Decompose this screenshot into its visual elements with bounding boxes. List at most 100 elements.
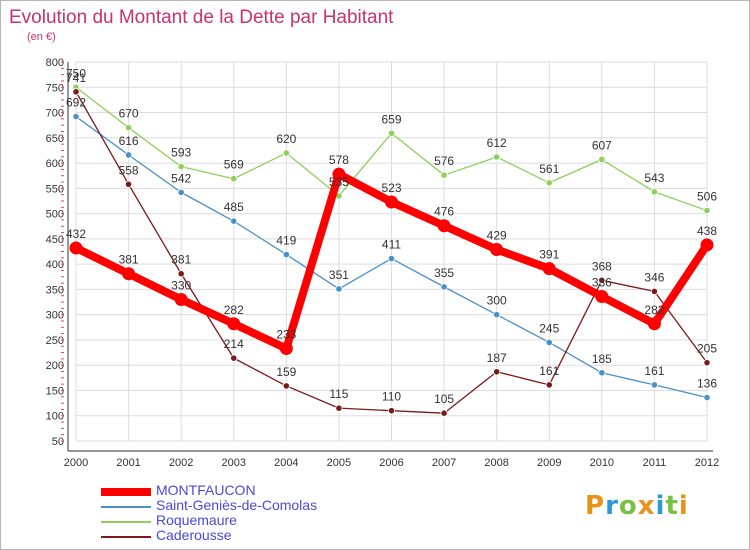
data-point [542, 262, 556, 276]
data-label: 330 [171, 279, 191, 293]
logo-letter: i [655, 491, 666, 521]
data-label: 214 [224, 337, 244, 351]
logo-letter: t [665, 491, 679, 521]
data-label: 476 [434, 205, 454, 219]
x-tick-label: 2009 [537, 457, 561, 469]
data-point [545, 179, 553, 187]
data-point [230, 354, 238, 362]
x-tick-label: 2008 [484, 457, 508, 469]
legend-label: Saint-Geniès-de-Comolas [156, 497, 318, 513]
data-point [545, 381, 553, 389]
data-label: 136 [697, 377, 717, 391]
y-tick-label: 550 [46, 183, 64, 195]
x-tick-label: 2006 [379, 457, 403, 469]
data-point [177, 188, 185, 196]
data-label: 576 [434, 154, 454, 168]
y-tick-label: 500 [46, 209, 64, 221]
data-point [332, 167, 346, 181]
data-label: 351 [329, 268, 349, 282]
data-point [282, 250, 290, 259]
data-label: 670 [119, 107, 139, 121]
data-label: 233 [276, 328, 296, 342]
data-label: 620 [276, 132, 296, 146]
data-point [647, 317, 661, 331]
y-tick-label: 250 [46, 335, 64, 347]
x-tick-label: 2004 [274, 457, 298, 469]
data-point [703, 206, 711, 215]
data-point [493, 311, 501, 319]
data-point [279, 342, 293, 356]
data-label: 561 [539, 162, 559, 176]
x-tick-label: 2005 [327, 457, 351, 469]
y-tick-label: 400 [46, 259, 64, 271]
logo-letter: i [678, 491, 689, 521]
legend-label: MONTFAUCON [156, 482, 256, 498]
data-label: 506 [697, 190, 717, 204]
data-label: 336 [592, 275, 612, 289]
y-tick-label: 650 [46, 133, 64, 145]
y-tick-label: 150 [46, 385, 64, 397]
data-point [124, 124, 133, 132]
y-tick-label: 100 [46, 411, 64, 423]
legend-swatch [101, 506, 151, 508]
data-point [387, 407, 396, 415]
data-point [177, 163, 185, 171]
data-label: 300 [487, 294, 507, 308]
data-point [72, 88, 80, 96]
logo-letter: o [618, 491, 638, 521]
data-labels: 432 381 330 282 233 578 523 476 429 391 336 282 438 6… [66, 66, 717, 406]
proxiti-logo: Proxiti [585, 491, 689, 521]
data-point [335, 285, 343, 293]
legend-swatch [101, 536, 151, 538]
data-point [387, 254, 396, 263]
data-point [598, 276, 606, 284]
legend-label: Roquemaure [156, 512, 237, 528]
y-tick-label: 800 [46, 57, 64, 69]
data-point [124, 151, 133, 159]
data-point [230, 217, 238, 225]
data-label: 368 [592, 259, 612, 273]
data-point [703, 393, 711, 402]
data-label: 381 [171, 253, 191, 267]
data-label: 161 [644, 364, 664, 378]
data-label: 750 [66, 66, 86, 80]
data-label: 612 [487, 136, 507, 150]
x-tick-label: 2000 [64, 457, 88, 469]
data-label: 616 [119, 134, 139, 148]
logo-letter: P [585, 491, 606, 521]
data-label: 411 [382, 238, 401, 252]
chart-unit: (en €) [27, 31, 56, 43]
logo-letter: r [605, 491, 619, 521]
data-point [335, 404, 343, 412]
data-label: 607 [592, 139, 612, 153]
logo-letter: x [637, 491, 656, 521]
data-label: 381 [119, 253, 139, 267]
data-label: 485 [224, 200, 244, 214]
y-tick-label: 350 [46, 284, 64, 296]
x-tick-label: 2007 [432, 457, 456, 469]
data-label: 432 [66, 227, 86, 241]
data-label: 105 [434, 392, 454, 406]
data-point [440, 171, 448, 179]
chart-title: Evolution du Montant de la Dette par Hab… [9, 7, 394, 28]
data-label: 438 [697, 224, 717, 238]
data-label: 159 [276, 365, 296, 379]
data-label: 593 [171, 146, 191, 160]
data-point [700, 238, 714, 252]
data-point [598, 369, 606, 377]
data-point [595, 289, 609, 303]
y-tick-label: 300 [46, 310, 64, 322]
data-label: 187 [487, 351, 507, 365]
data-point [230, 175, 238, 183]
grid [75, 61, 708, 442]
data-label: 115 [329, 387, 348, 401]
legend-label: Caderousse [156, 527, 232, 543]
y-tick-label: 600 [46, 158, 64, 170]
data-label: 741 [66, 71, 86, 85]
data-label: 355 [434, 266, 454, 280]
data-point [122, 267, 136, 281]
data-point [493, 153, 501, 161]
data-point [440, 409, 448, 417]
data-point [650, 287, 659, 296]
